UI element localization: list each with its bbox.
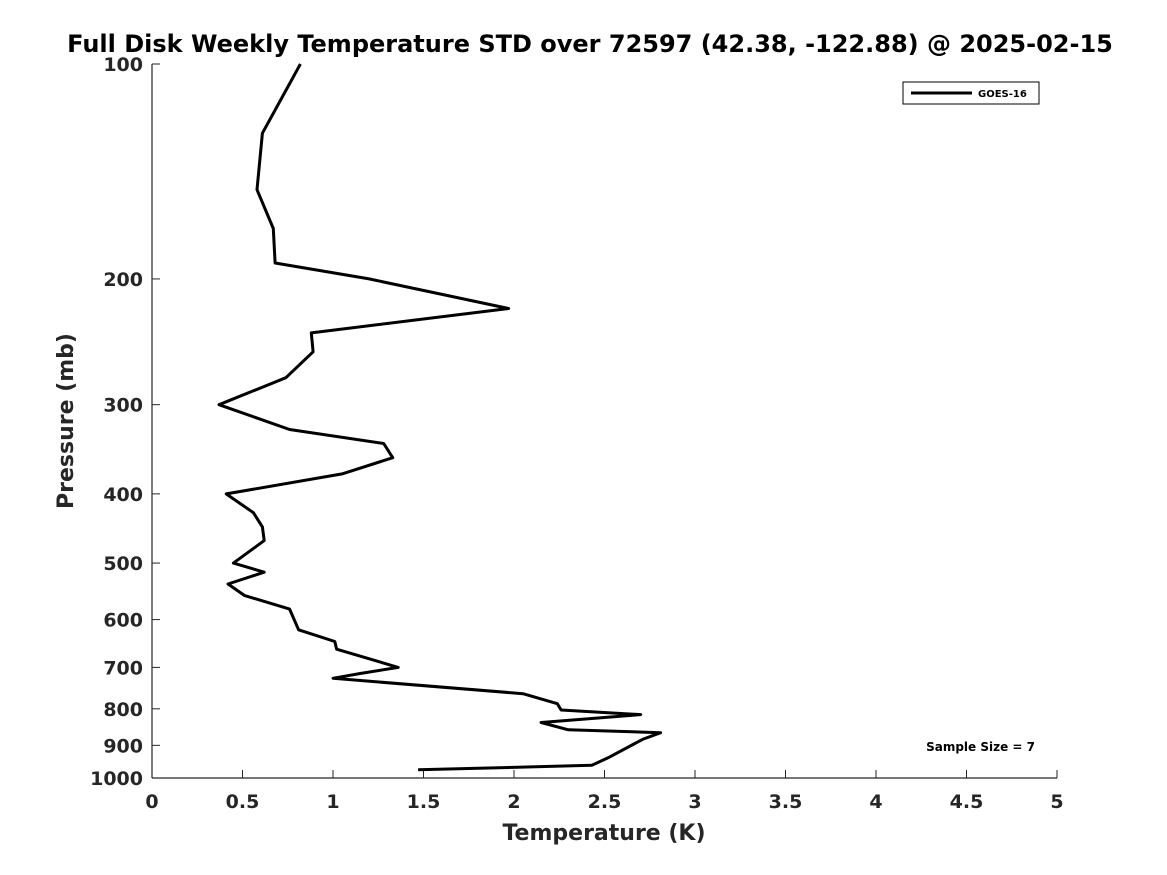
legend-entry-goes-16: GOES-16	[978, 89, 1027, 100]
x-ticks: 0 0.5 1 1.5 2 2.5 3 3.5 4 4.5 5	[145, 770, 1064, 813]
legend: GOES-16	[902, 81, 1040, 105]
x-tick-label: 3	[688, 791, 701, 813]
y-ticks: 100 200 300 400 500 600 700 800 900 1000	[90, 54, 160, 790]
x-tick-label: 4.5	[950, 791, 984, 813]
chart-title: Full Disk Weekly Temperature STD over 72…	[67, 30, 1113, 58]
x-tick-label: 1	[326, 791, 339, 813]
plot-area	[151, 64, 1057, 779]
y-tick-label: 1000	[90, 768, 143, 790]
x-tick-label: 4	[869, 791, 882, 813]
y-axis-label: Pressure (mb)	[54, 333, 79, 509]
y-tick-label: 300	[103, 395, 143, 417]
x-tick-label: 3.5	[769, 791, 803, 813]
series-line-goes-16	[217, 63, 663, 772]
y-tick-label: 800	[103, 699, 143, 721]
x-tick-label: 5	[1050, 791, 1063, 813]
x-tick-label: 1.5	[407, 791, 441, 813]
y-tick-label: 500	[103, 553, 143, 575]
y-tick-label: 400	[103, 484, 143, 506]
y-tick-label: 100	[103, 54, 143, 76]
x-tick-label: 2	[507, 791, 520, 813]
x-tick-label: 0	[145, 791, 158, 813]
y-tick-label: 600	[103, 610, 143, 632]
x-axis-label: Temperature (K)	[502, 821, 705, 846]
x-tick-label: 2.5	[588, 791, 622, 813]
y-tick-label: 700	[103, 657, 143, 679]
series-layer	[217, 63, 663, 772]
y-tick-label: 900	[103, 735, 143, 757]
y-tick-label: 200	[103, 269, 143, 291]
sample-size-annotation: Sample Size = 7	[926, 740, 1035, 754]
x-tick-label: 0.5	[226, 791, 260, 813]
